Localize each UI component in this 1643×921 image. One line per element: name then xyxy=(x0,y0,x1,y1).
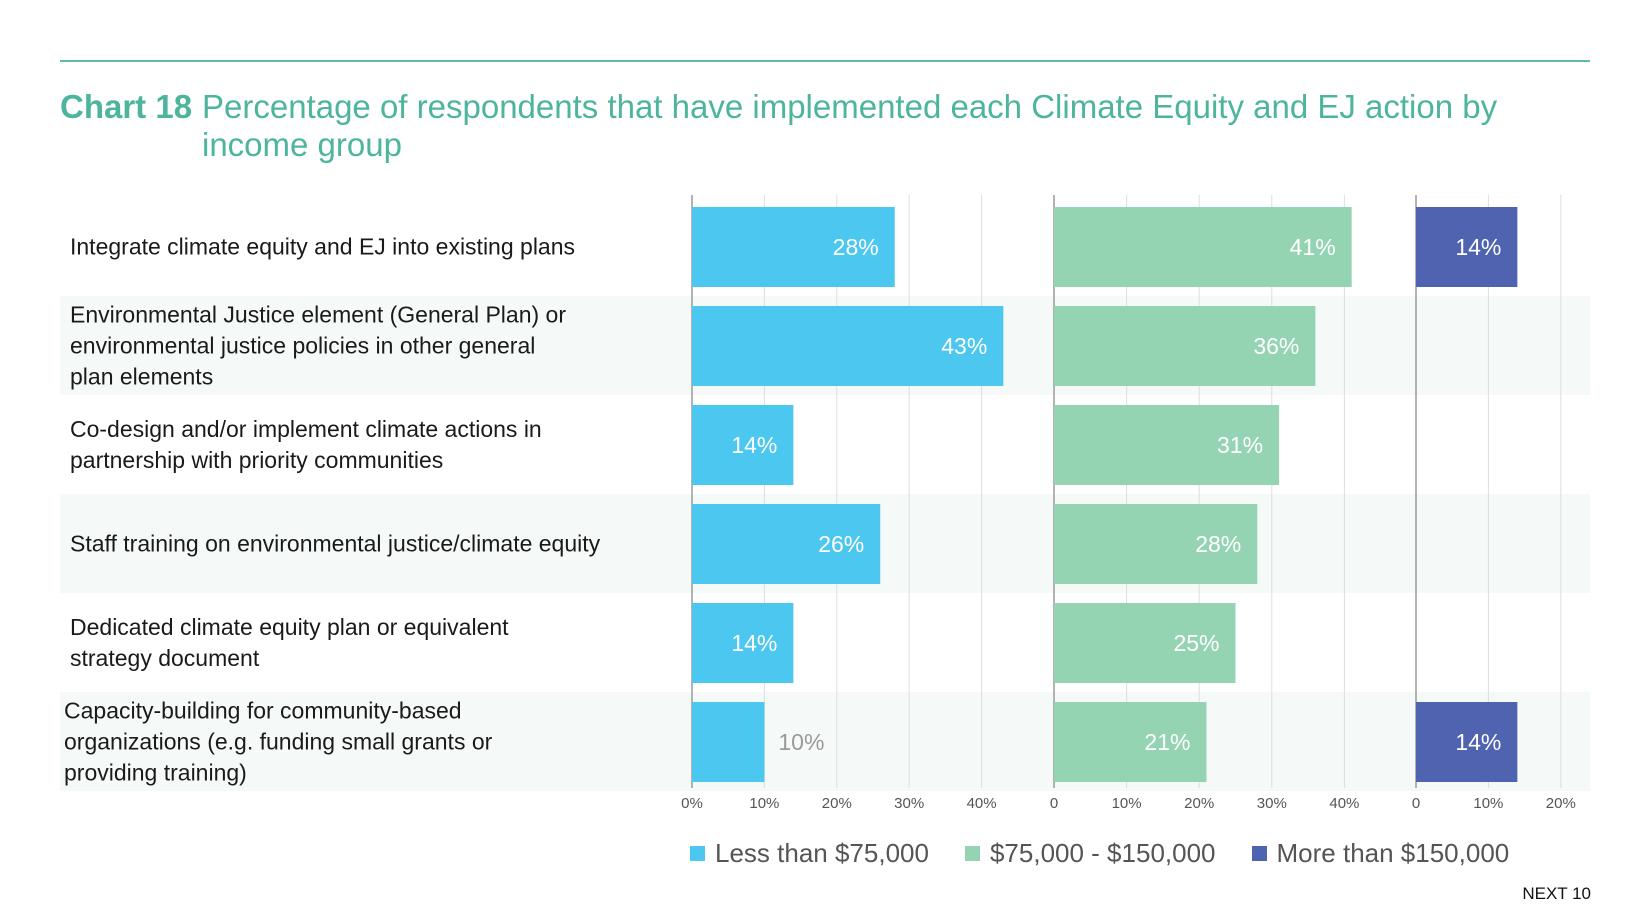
category-label: Staff training on environmental justice/… xyxy=(70,531,601,557)
tick-label: 10% xyxy=(1112,795,1142,812)
bar xyxy=(692,504,881,584)
bar xyxy=(692,405,794,485)
legend-label-high-income: More than $150,000 xyxy=(1276,838,1510,868)
bar xyxy=(692,207,895,287)
footer-brand: NEXT 10 xyxy=(1522,884,1591,903)
legend-swatch-low-income xyxy=(690,846,705,861)
category-label: plan elements xyxy=(70,364,213,390)
bar xyxy=(1416,207,1518,287)
tick-label: 0 xyxy=(1412,795,1420,812)
legend-item-low-income: Less than $75,000 xyxy=(690,838,929,869)
tick-label: 40% xyxy=(967,795,997,812)
chart-legend: Less than $75,000 $75,000 - $150,000 Mor… xyxy=(690,838,1545,869)
bar xyxy=(1416,702,1518,782)
row-stripe xyxy=(60,692,1590,791)
bar xyxy=(1054,603,1236,683)
category-label: environmental justice policies in other … xyxy=(70,333,535,359)
bar xyxy=(1054,702,1207,782)
tick-label: 40% xyxy=(1329,795,1359,812)
category-label: strategy document xyxy=(70,645,260,671)
category-label: organizations (e.g. funding small grants… xyxy=(64,729,493,755)
bar xyxy=(692,702,765,782)
tick-label: 0% xyxy=(681,795,703,812)
tick-label: 20% xyxy=(822,795,852,812)
tick-label: 10% xyxy=(749,795,779,812)
data-label: 28% xyxy=(833,234,879,260)
legend-swatch-mid-income xyxy=(964,846,980,861)
data-label: 36% xyxy=(1253,333,1299,359)
chart-title: Percentage of respondents that have impl… xyxy=(202,88,1498,163)
bar xyxy=(1054,405,1280,485)
tick-label: 10% xyxy=(1473,795,1503,812)
data-label: 14% xyxy=(1455,234,1501,260)
legend-label-mid-income: $75,000 - $150,000 xyxy=(989,838,1216,868)
category-label: partnership with priority communities xyxy=(70,447,443,473)
bar xyxy=(1054,306,1316,386)
tick-label: 20% xyxy=(1546,795,1576,812)
bar xyxy=(692,603,794,683)
data-label: 14% xyxy=(1455,729,1501,755)
data-label: 14% xyxy=(731,432,777,458)
data-label: 26% xyxy=(818,531,864,557)
data-label: 14% xyxy=(731,630,777,656)
category-label: Environmental Justice element (General P… xyxy=(70,302,566,328)
data-label: 28% xyxy=(1195,531,1241,557)
tick-label: 30% xyxy=(1257,795,1287,812)
category-label: Co-design and/or implement climate actio… xyxy=(70,416,542,442)
legend-label-low-income: Less than $75,000 xyxy=(715,838,929,868)
data-label: 21% xyxy=(1144,729,1190,755)
category-label: Dedicated climate equity plan or equival… xyxy=(70,614,509,640)
category-label: providing training) xyxy=(64,760,247,786)
data-label: 43% xyxy=(941,333,987,359)
category-label: Capacity-building for community-based xyxy=(64,698,462,724)
tick-label: 0 xyxy=(1050,795,1058,812)
legend-item-high-income: More than $150,000 xyxy=(1251,838,1510,869)
data-label: 25% xyxy=(1173,630,1219,656)
data-label: 10% xyxy=(778,729,824,755)
legend-swatch-high-income xyxy=(1251,846,1267,861)
category-label: Integrate climate equity and EJ into exi… xyxy=(70,234,575,260)
data-label: 41% xyxy=(1290,234,1336,260)
bar xyxy=(692,306,1004,386)
bar xyxy=(1054,504,1258,584)
tick-label: 30% xyxy=(894,795,924,812)
tick-label: 20% xyxy=(1184,795,1214,812)
chart-number: Chart 18 xyxy=(60,88,193,125)
data-label: 31% xyxy=(1217,432,1263,458)
bar xyxy=(1054,207,1352,287)
top-divider xyxy=(60,60,1590,62)
legend-item-mid-income: $75,000 - $150,000 xyxy=(964,838,1216,869)
